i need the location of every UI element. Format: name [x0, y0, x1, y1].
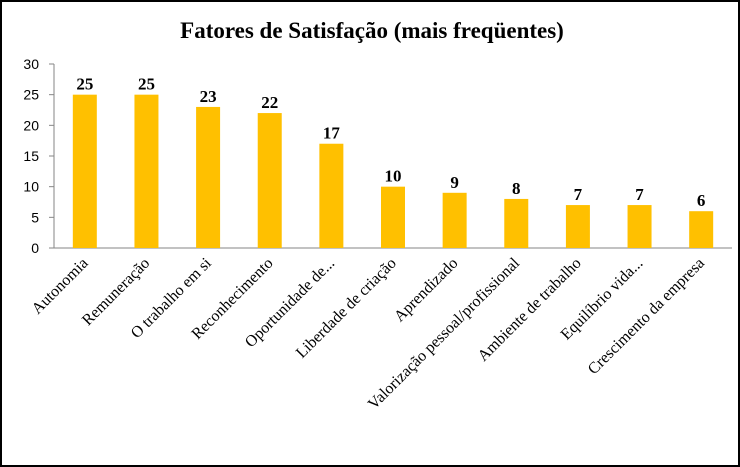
bars	[72, 94, 714, 249]
category-label: Crescimento da empresa	[585, 255, 708, 378]
bar	[565, 205, 590, 248]
data-label: 9	[450, 173, 459, 192]
data-label: 7	[574, 185, 583, 204]
bar	[381, 186, 405, 248]
axes: 0 5 10 15 20 25 30	[23, 56, 732, 256]
y-tick-label: 15	[23, 148, 39, 164]
bar	[319, 143, 344, 248]
chart-title: Fatores de Satisfação (mais freqüentes)	[180, 18, 564, 43]
bar	[627, 205, 652, 248]
y-tick-label: 20	[23, 117, 39, 133]
y-tick-label: 30	[23, 56, 39, 72]
data-label: 8	[512, 179, 521, 198]
category-label: Ambiente de trabalho	[475, 255, 585, 365]
data-label: 25	[76, 75, 93, 94]
y-tick-label: 25	[23, 87, 39, 103]
data-label: 6	[697, 191, 706, 210]
data-labels: 25 25 23 22 17 10 9 8 7 7 6	[76, 75, 705, 211]
bar	[257, 113, 282, 248]
bar	[689, 211, 714, 248]
data-label: 22	[261, 93, 278, 112]
category-label: Autonomia	[29, 255, 92, 318]
data-label: 7	[635, 185, 644, 204]
data-label: 25	[138, 75, 155, 94]
data-label: 17	[323, 124, 341, 143]
bar	[72, 94, 97, 249]
bar	[442, 192, 467, 248]
bar	[504, 198, 529, 248]
y-tick-label: 0	[31, 240, 39, 256]
y-tick-label: 10	[23, 179, 39, 195]
y-tick-label: 5	[31, 209, 39, 225]
data-label: 10	[385, 167, 402, 186]
data-label: 23	[200, 87, 217, 106]
bar	[196, 106, 221, 248]
bar	[134, 94, 159, 249]
